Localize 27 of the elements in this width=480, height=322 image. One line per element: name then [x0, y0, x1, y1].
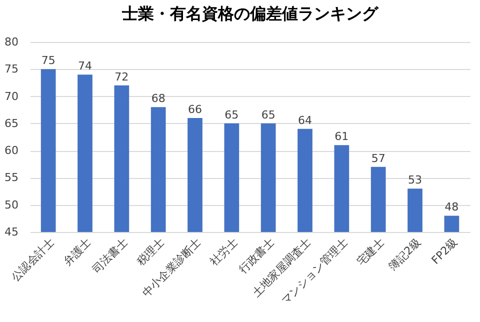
y-tick-label: 50	[4, 198, 18, 212]
data-label: 48	[444, 200, 459, 214]
data-label: 65	[224, 108, 239, 122]
x-tick-label: 税理士	[134, 236, 167, 268]
data-label: 66	[188, 103, 202, 116]
y-tick-label: 65	[4, 116, 18, 130]
x-tick-label: 宅建士	[354, 236, 387, 268]
y-tick-label: 75	[4, 62, 18, 76]
data-label: 57	[371, 152, 386, 165]
data-label: 64	[298, 114, 312, 127]
x-tick-label: 簿記2級	[386, 236, 424, 274]
data-label: 72	[114, 70, 129, 84]
data-label: 68	[151, 92, 166, 106]
x-tick-label: FP2級	[429, 236, 460, 267]
data-label: 65	[261, 108, 276, 122]
y-tick-label: 80	[4, 36, 18, 48]
x-tick-label: 社労士	[208, 236, 240, 268]
y-tick-label: 60	[4, 144, 18, 158]
x-tick-label: 公認会計士	[8, 236, 57, 284]
data-label: 61	[334, 130, 349, 144]
chart-title: 士業・有名資格の偏差値ランキング	[121, 4, 379, 23]
data-label: 53	[408, 174, 422, 187]
y-tick-label: 70	[4, 90, 18, 103]
y-tick-label: 55	[4, 171, 18, 184]
data-label: 75	[41, 54, 56, 68]
data-label: 74	[78, 60, 92, 73]
y-tick-label: 45	[4, 226, 18, 238]
